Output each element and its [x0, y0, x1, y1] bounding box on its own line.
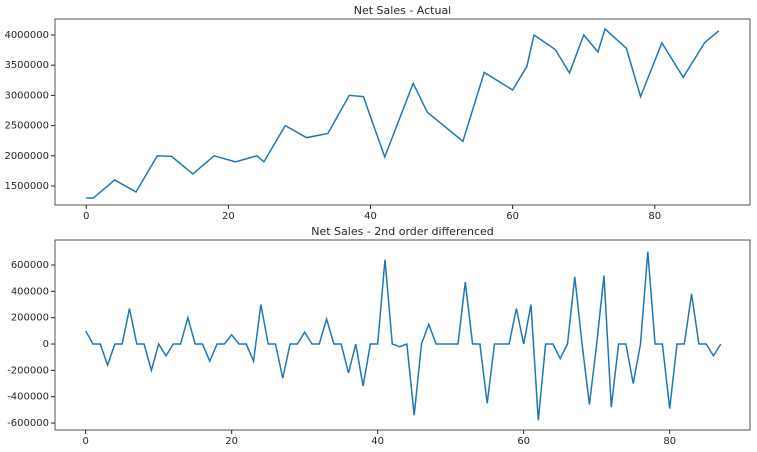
chart-title: Net Sales - 2nd order differenced — [311, 225, 494, 238]
x-tick-label: 0 — [83, 211, 89, 222]
y-tick-label: 200000 — [11, 313, 49, 324]
x-tick-label: 60 — [517, 436, 530, 447]
x-tick-label: 80 — [648, 211, 661, 222]
x-tick-label: 40 — [371, 436, 384, 447]
y-tick-label: 3500000 — [4, 60, 49, 71]
x-tick-label: 0 — [82, 436, 88, 447]
y-tick-label: 3000000 — [4, 90, 49, 101]
line — [86, 27, 720, 199]
chart-title: Net Sales - Actual — [354, 4, 452, 17]
y-tick-label: 2500000 — [4, 121, 49, 132]
axes-frame — [54, 18, 751, 206]
x-tick-label: 60 — [506, 211, 519, 222]
y-tick-label: 0 — [43, 339, 49, 350]
x-tick-label: 40 — [364, 211, 377, 222]
y-tick-label: 600000 — [11, 260, 49, 271]
x-tick-label: 20 — [222, 211, 235, 222]
y-tick-label: 2000000 — [4, 151, 49, 162]
line — [85, 251, 722, 421]
y-tick-label: 400000 — [11, 286, 49, 297]
y-tick-label: -200000 — [7, 365, 49, 376]
y-tick-label: -400000 — [7, 392, 49, 403]
y-tick-label: -600000 — [7, 418, 49, 429]
x-tick-label: 80 — [663, 436, 676, 447]
y-tick-label: 4000000 — [4, 30, 49, 41]
y-tick-label: 1500000 — [4, 181, 49, 192]
x-tick-label: 20 — [225, 436, 238, 447]
axes-frame — [54, 239, 751, 431]
